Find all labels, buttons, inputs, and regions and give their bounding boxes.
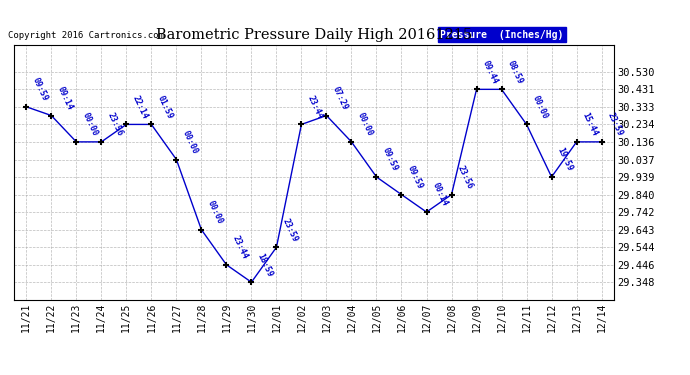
Text: 00:00: 00:00: [206, 199, 224, 225]
Text: 09:59: 09:59: [406, 164, 424, 190]
Text: 08:59: 08:59: [506, 59, 524, 85]
Text: 00:00: 00:00: [531, 94, 549, 120]
Text: 18:59: 18:59: [255, 252, 275, 278]
Text: 23:59: 23:59: [281, 217, 299, 243]
Text: 09:59: 09:59: [381, 146, 400, 173]
Title: Barometric Pressure Daily High 20161215: Barometric Pressure Daily High 20161215: [156, 28, 472, 42]
Text: 15:44: 15:44: [581, 111, 600, 138]
Text: 22:14: 22:14: [130, 94, 149, 120]
Text: 23:59: 23:59: [606, 111, 624, 138]
Text: 23:56: 23:56: [455, 164, 475, 190]
Text: 19:59: 19:59: [555, 146, 575, 173]
Text: 23:44: 23:44: [306, 94, 324, 120]
Text: 23:44: 23:44: [230, 234, 249, 261]
Text: Pressure  (Inches/Hg): Pressure (Inches/Hg): [440, 30, 564, 40]
Text: 09:59: 09:59: [30, 76, 49, 103]
Text: 00:00: 00:00: [181, 129, 199, 155]
Text: 23:56: 23:56: [106, 111, 124, 138]
Text: Copyright 2016 Cartronics.com: Copyright 2016 Cartronics.com: [8, 31, 164, 40]
Text: 09:44: 09:44: [481, 59, 500, 85]
Text: 09:14: 09:14: [55, 85, 75, 111]
Text: 00:14: 00:14: [431, 182, 449, 208]
Text: 01:59: 01:59: [155, 94, 175, 120]
Text: 07:29: 07:29: [331, 85, 349, 111]
Text: 00:00: 00:00: [81, 111, 99, 138]
Text: 00:00: 00:00: [355, 111, 375, 138]
